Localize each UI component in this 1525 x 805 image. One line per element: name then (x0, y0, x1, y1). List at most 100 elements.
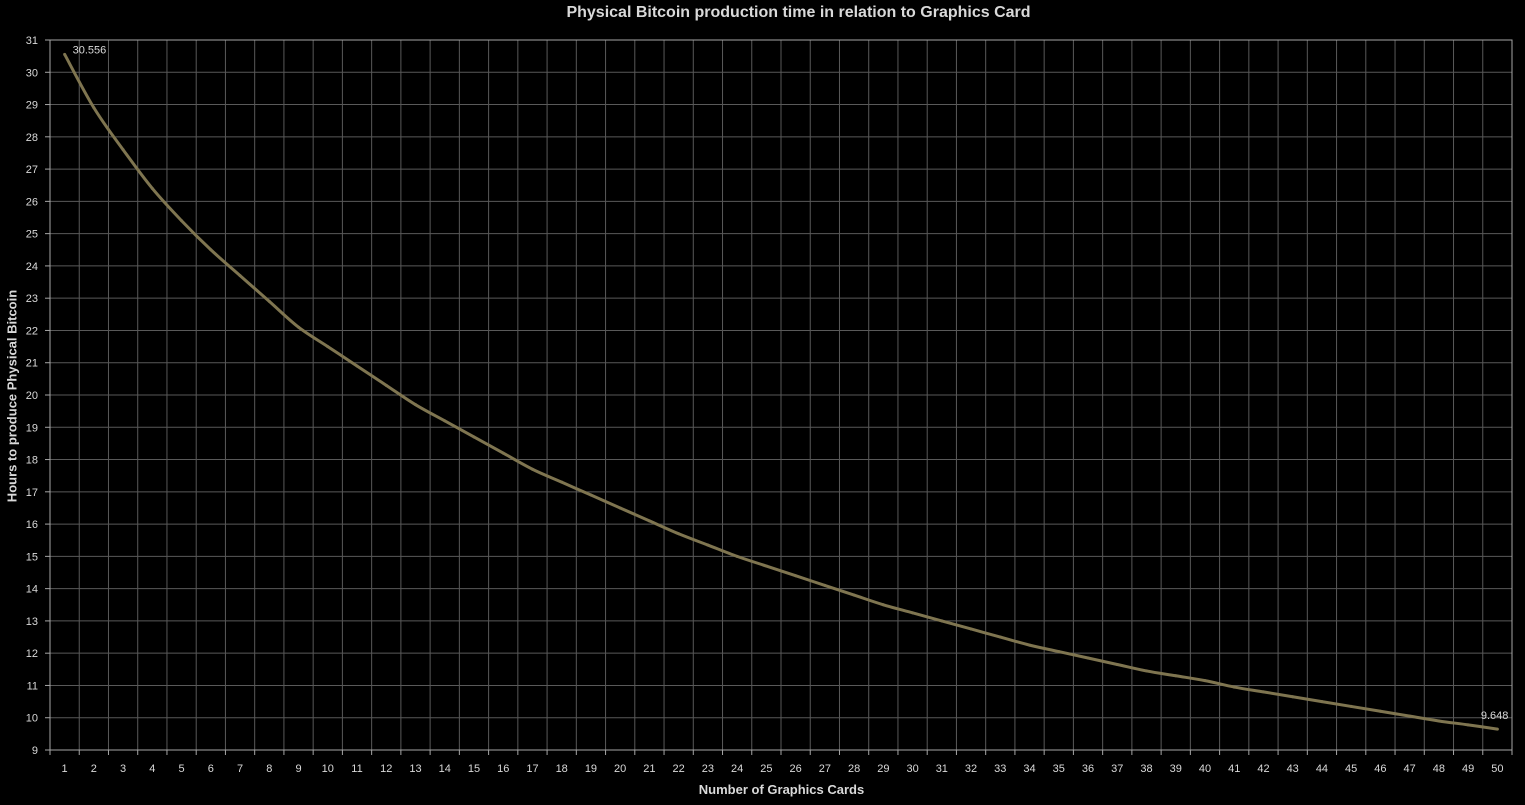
data-point (735, 554, 739, 558)
y-tick-label: 19 (26, 422, 38, 434)
x-tick-label: 39 (1170, 763, 1182, 775)
data-point (1349, 704, 1353, 708)
x-tick-label: 41 (1228, 763, 1240, 775)
y-tick-label: 31 (26, 35, 38, 47)
x-tick-label: 30 (906, 763, 918, 775)
data-point (706, 543, 710, 547)
y-tick-label: 22 (26, 325, 38, 337)
x-tick-label: 17 (526, 763, 538, 775)
data-point (1291, 695, 1295, 699)
data-point (1261, 690, 1265, 694)
data-point (1057, 650, 1061, 654)
y-tick-label: 14 (26, 584, 38, 596)
data-point (1408, 714, 1412, 718)
x-tick-label: 12 (380, 763, 392, 775)
data-point (63, 52, 67, 56)
x-tick-label: 18 (556, 763, 568, 775)
x-tick-label: 4 (149, 763, 155, 775)
data-point (764, 564, 768, 568)
x-tick-label: 13 (409, 763, 421, 775)
y-tick-label: 20 (26, 390, 38, 402)
data-point (472, 435, 476, 439)
x-tick-label: 16 (497, 763, 509, 775)
data-point (911, 611, 915, 615)
data-point (209, 248, 213, 252)
x-tick-label: 35 (1053, 763, 1065, 775)
y-tick-label: 29 (26, 100, 38, 112)
x-tick-label: 32 (965, 763, 977, 775)
data-point (238, 274, 242, 278)
data-point (384, 383, 388, 387)
data-point (560, 480, 564, 484)
x-tick-label: 11 (351, 763, 362, 775)
y-tick-label: 21 (26, 358, 38, 370)
y-tick-label: 16 (26, 519, 38, 531)
x-tick-label: 31 (936, 763, 948, 775)
x-tick-label: 8 (266, 763, 272, 775)
y-tick-label: 15 (26, 551, 38, 563)
x-tick-label: 7 (237, 763, 243, 775)
data-point (1495, 727, 1499, 731)
data-point (618, 506, 622, 510)
data-point (150, 186, 154, 190)
data-point (501, 451, 505, 455)
data-point (530, 467, 534, 471)
x-tick-label: 28 (848, 763, 860, 775)
x-tick-label: 5 (179, 763, 185, 775)
y-tick-label: 9 (32, 745, 38, 757)
data-point (794, 574, 798, 578)
x-tick-label: 14 (439, 763, 451, 775)
data-point (589, 493, 593, 497)
plot-area-border (49, 39, 1513, 751)
data-point (297, 325, 301, 329)
data-point (92, 106, 96, 110)
y-tick-label: 24 (26, 261, 38, 273)
x-tick-label: 27 (819, 763, 831, 775)
x-tick-label: 34 (1023, 763, 1035, 775)
y-tick-label: 13 (26, 616, 38, 628)
data-point (121, 148, 125, 152)
x-tick-label: 2 (91, 763, 97, 775)
data-point (1174, 674, 1178, 678)
x-tick-label: 25 (760, 763, 772, 775)
y-tick-label: 27 (26, 164, 38, 176)
x-tick-label: 42 (1257, 763, 1269, 775)
data-point (1203, 679, 1207, 683)
x-tick-label: 23 (702, 763, 714, 775)
data-label: 9.648 (1481, 710, 1509, 722)
x-tick-label: 24 (731, 763, 743, 775)
data-label: 30.556 (73, 44, 107, 56)
x-tick-label: 3 (120, 763, 126, 775)
data-point (355, 364, 359, 368)
x-tick-label: 36 (1082, 763, 1094, 775)
x-tick-label: 48 (1433, 763, 1445, 775)
data-point (1466, 723, 1470, 727)
x-tick-label: 50 (1491, 763, 1503, 775)
x-tick-label: 33 (994, 763, 1006, 775)
x-tick-label: 9 (295, 763, 301, 775)
data-point (998, 635, 1002, 639)
data-point (647, 519, 651, 523)
x-tick-label: 20 (614, 763, 626, 775)
x-tick-label: 10 (322, 763, 334, 775)
x-tick-label: 46 (1374, 763, 1386, 775)
data-point (1320, 700, 1324, 704)
data-point (1086, 656, 1090, 660)
x-tick-label: 45 (1345, 763, 1357, 775)
x-tick-label: 1 (62, 763, 68, 775)
y-tick-label: 23 (26, 293, 38, 305)
x-tick-label: 49 (1462, 763, 1474, 775)
data-point (414, 403, 417, 407)
data-point (1378, 709, 1382, 713)
data-point (852, 593, 856, 597)
data-point (443, 419, 447, 423)
x-tick-label: 29 (877, 763, 889, 775)
x-tick-label: 37 (1111, 763, 1123, 775)
y-tick-label: 10 (26, 713, 38, 725)
data-point (940, 619, 944, 623)
y-tick-label: 25 (26, 229, 38, 241)
data-point (881, 603, 885, 607)
data-point (1232, 685, 1236, 689)
x-axis-label: Number of Graphics Cards (698, 782, 865, 797)
